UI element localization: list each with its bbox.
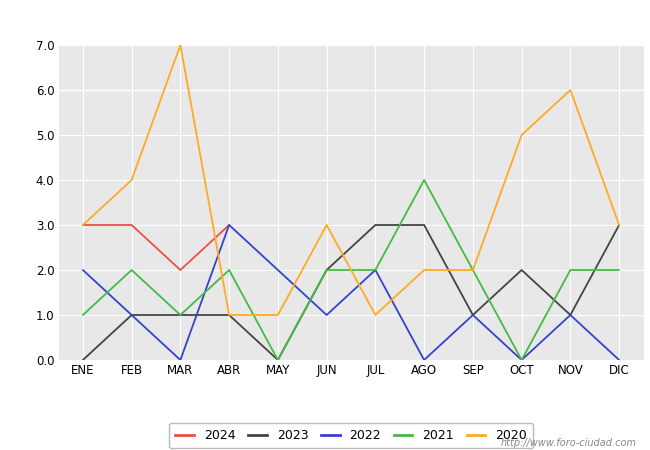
2020 (177, 42, 185, 48)
2021 (274, 357, 282, 363)
2021 (127, 267, 136, 273)
2024 (79, 222, 87, 228)
2022 (420, 357, 428, 363)
2021 (322, 267, 330, 273)
2022 (566, 312, 575, 318)
2020 (225, 312, 233, 318)
2022 (517, 357, 525, 363)
2021 (420, 177, 428, 183)
2022 (274, 267, 282, 273)
2022 (127, 312, 136, 318)
2021 (566, 267, 575, 273)
2022 (372, 267, 380, 273)
2020 (517, 132, 525, 138)
2022 (177, 357, 185, 363)
2024 (225, 222, 233, 228)
2024 (177, 267, 185, 273)
Text: http://www.foro-ciudad.com: http://www.foro-ciudad.com (501, 438, 637, 448)
2023 (127, 312, 136, 318)
Line: 2020: 2020 (83, 45, 619, 315)
2021 (225, 267, 233, 273)
Line: 2021: 2021 (83, 180, 619, 360)
2023 (517, 267, 525, 273)
2021 (79, 312, 87, 318)
2023 (177, 312, 185, 318)
2023 (469, 312, 477, 318)
Text: Matriculaciones de Vehiculos en Carballeda de Valdeorras: Matriculaciones de Vehiculos en Carballe… (64, 11, 586, 29)
2020 (615, 222, 623, 228)
2022 (615, 357, 623, 363)
2023 (274, 357, 282, 363)
2020 (127, 177, 136, 183)
2021 (177, 312, 185, 318)
2023 (372, 222, 380, 228)
2021 (469, 267, 477, 273)
2020 (566, 87, 575, 93)
2021 (517, 357, 525, 363)
2024 (127, 222, 136, 228)
2020 (322, 222, 330, 228)
2023 (420, 222, 428, 228)
2020 (274, 312, 282, 318)
Line: 2022: 2022 (83, 225, 619, 360)
2023 (225, 312, 233, 318)
2020 (79, 222, 87, 228)
2021 (372, 267, 380, 273)
2021 (615, 267, 623, 273)
Legend: 2024, 2023, 2022, 2021, 2020: 2024, 2023, 2022, 2021, 2020 (169, 423, 533, 449)
2020 (372, 312, 380, 318)
2020 (420, 267, 428, 273)
Line: 2024: 2024 (83, 225, 229, 270)
Line: 2023: 2023 (83, 225, 619, 360)
2023 (615, 222, 623, 228)
2022 (322, 312, 330, 318)
2023 (79, 357, 87, 363)
2022 (469, 312, 477, 318)
2023 (322, 267, 330, 273)
2023 (566, 312, 575, 318)
2022 (225, 222, 233, 228)
2020 (469, 267, 477, 273)
2022 (79, 267, 87, 273)
